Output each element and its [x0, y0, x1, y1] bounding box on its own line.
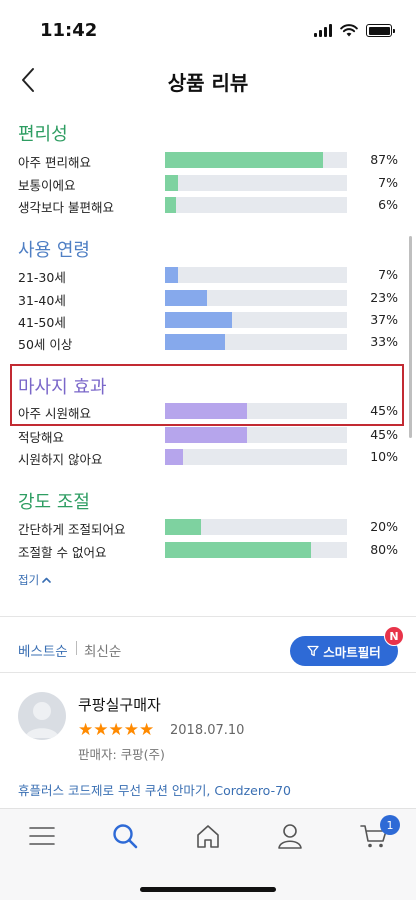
bar-track	[165, 290, 347, 306]
bar-fill	[165, 334, 226, 350]
bar-fill	[165, 427, 247, 443]
nav-header: 상품 리뷰	[0, 56, 416, 106]
new-badge: N	[384, 626, 404, 646]
row-percent: 80%	[370, 542, 398, 557]
row-percent: 37%	[370, 312, 398, 327]
tab-home[interactable]	[188, 819, 228, 853]
battery-icon	[366, 24, 395, 37]
row-percent: 23%	[370, 290, 398, 305]
signal-icon	[314, 24, 332, 37]
tab-my-account[interactable]	[270, 819, 310, 853]
bar-track	[165, 519, 347, 535]
bar-track	[165, 449, 347, 465]
bar-fill	[165, 449, 184, 465]
row-percent: 45%	[370, 427, 398, 442]
back-button[interactable]	[10, 62, 46, 98]
seller-info: 판매자: 쿠팡(주)	[78, 747, 165, 762]
section-title-convenience: 편리성	[18, 124, 68, 145]
bar-track	[165, 403, 347, 419]
bar-track	[165, 197, 347, 213]
page-title: 상품 리뷰	[167, 71, 249, 95]
smart-filter-button[interactable]: 스마트필터	[290, 636, 398, 666]
user-icon	[278, 824, 302, 849]
row-label: 간단하게 조절되어요	[18, 522, 126, 537]
scrollbar[interactable]	[409, 236, 412, 438]
row-percent: 6%	[378, 197, 398, 212]
product-name-link[interactable]: 휴플러스 코드제로 무선 쿠션 안마기, Cordzero-70	[18, 783, 291, 798]
bar-fill	[165, 312, 233, 328]
bar-fill	[165, 403, 247, 419]
tab-search[interactable]	[105, 819, 145, 853]
bar-track	[165, 312, 347, 328]
row-percent: 45%	[370, 403, 398, 418]
tab-menu[interactable]	[22, 819, 62, 853]
sort-newest-button[interactable]: 최신순	[84, 644, 122, 660]
sort-bar: 베스트순 최신순 스마트필터	[0, 628, 416, 672]
bar-fill	[165, 197, 176, 213]
row-label: 조절할 수 없어요	[18, 545, 107, 560]
row-label: 41-50세	[18, 315, 66, 330]
divider	[0, 616, 416, 617]
bar-track	[165, 427, 347, 443]
bar-fill	[165, 175, 178, 191]
sort-separator	[76, 641, 77, 655]
search-icon	[113, 824, 138, 849]
row-label: 시원하지 않아요	[18, 452, 103, 467]
cart-count-badge: 1	[380, 815, 400, 835]
menu-icon	[29, 827, 55, 845]
bar-fill	[165, 519, 202, 535]
chevron-up-icon	[42, 577, 51, 583]
home-indicator	[140, 887, 276, 892]
row-label: 50세 이상	[18, 337, 73, 352]
avatar	[18, 692, 66, 740]
row-percent: 7%	[378, 267, 398, 282]
row-label: 아주 편리해요	[18, 155, 91, 170]
row-percent: 10%	[370, 449, 398, 464]
star-rating-icons: ★★★★★	[78, 720, 155, 740]
wifi-icon	[340, 24, 358, 37]
bar-fill	[165, 152, 324, 168]
filter-icon	[307, 645, 319, 657]
row-percent: 33%	[370, 334, 398, 349]
sort-best-button[interactable]: 베스트순	[18, 644, 68, 660]
user-avatar-icon	[25, 702, 59, 738]
bar-fill	[165, 267, 178, 283]
bar-track	[165, 175, 347, 191]
bar-track	[165, 267, 347, 283]
bar-track	[165, 152, 347, 168]
chevron-left-icon	[22, 68, 34, 92]
status-icons	[314, 24, 395, 37]
row-label: 생각보다 불편해요	[18, 200, 114, 215]
bottom-tab-bar: 1	[0, 808, 416, 900]
bar-fill	[165, 290, 207, 306]
row-label: 아주 시원해요	[18, 406, 91, 421]
highlight-box	[10, 364, 404, 426]
reviewer-name: 쿠팡실구매자	[78, 696, 161, 714]
row-percent: 7%	[378, 175, 398, 190]
status-time: 11:42	[40, 20, 98, 41]
row-percent: 20%	[370, 519, 398, 534]
row-label: 31-40세	[18, 293, 66, 308]
status-bar: 11:42	[0, 0, 416, 56]
bar-fill	[165, 542, 311, 558]
bar-track	[165, 542, 347, 558]
collapse-label: 접기	[18, 573, 40, 587]
review-date: 2018.07.10	[170, 723, 245, 738]
smart-filter-label: 스마트필터	[323, 644, 381, 660]
row-label: 적당해요	[18, 430, 65, 445]
row-label: 21-30세	[18, 270, 66, 285]
collapse-link[interactable]: 접기	[18, 572, 51, 588]
section-title-massage: 마사지 효과	[18, 377, 107, 398]
divider	[0, 672, 416, 673]
row-percent: 87%	[370, 152, 398, 167]
home-icon	[197, 825, 219, 848]
row-label: 보통이에요	[18, 178, 76, 193]
rating-stars: ★★★★★	[78, 722, 154, 739]
section-title-intensity: 강도 조절	[18, 492, 90, 513]
section-title-age: 사용 연령	[18, 240, 90, 261]
bar-track	[165, 334, 347, 350]
